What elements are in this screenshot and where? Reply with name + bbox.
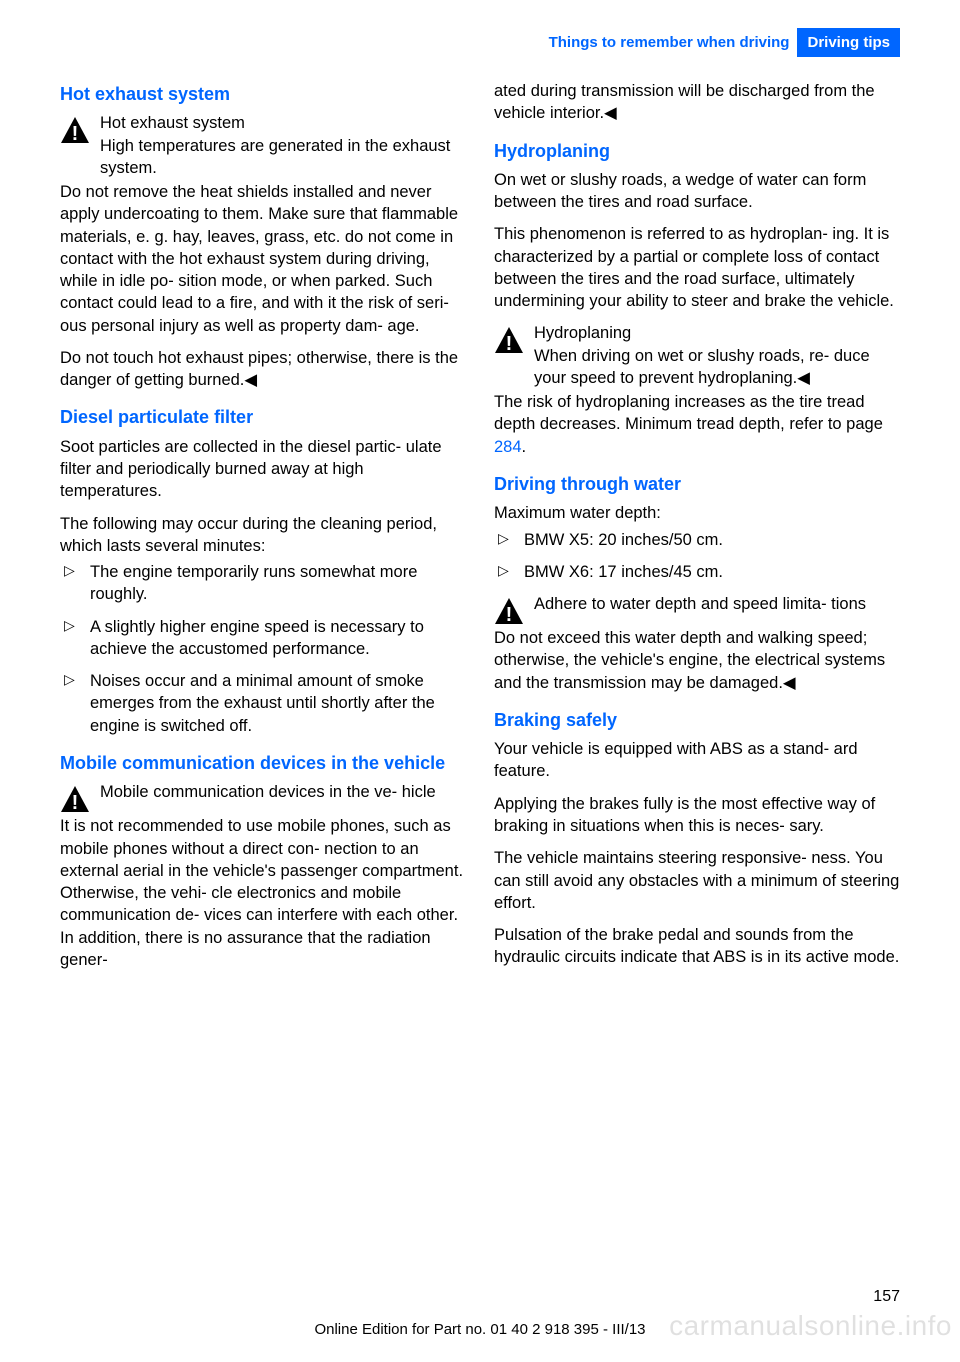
list-item: BMW X5: 20 inches/50 cm. [494,529,900,551]
watermark: carmanualsonline.info [669,1310,952,1342]
heading-water: Driving through water [494,472,900,496]
page-link[interactable]: 284 [494,438,522,456]
warning-mobile: ! Mobile communication devices in the ve… [60,781,466,813]
heading-diesel: Diesel particulate filter [60,405,466,429]
warning-hot-exhaust: ! Hot exhaust system High temperatures a… [60,112,466,179]
warning-text: Hot exhaust system High temperatures are… [100,112,466,179]
warning-text: Adhere to water depth and speed limita‐ … [534,593,900,615]
list-item: Noises occur and a minimal amount of smo… [60,670,466,737]
paragraph: The following may occur during the clean… [60,513,466,558]
svg-text:!: ! [506,333,513,354]
warning-title: Hydroplaning [534,324,631,342]
paragraph: Your vehicle is equipped with ABS as a s… [494,738,900,783]
heading-hydroplaning: Hydroplaning [494,139,900,163]
list-item: The engine temporarily runs somewhat mor… [60,561,466,606]
paragraph: Do not touch hot exhaust pipes; otherwis… [60,347,466,392]
page-content: Hot exhaust system ! Hot exhaust system … [60,80,900,1282]
header-section: Things to remember when driving [549,34,798,51]
paragraph: Maximum water depth: [494,502,900,524]
warning-body: When driving on wet or slushy roads, re‐… [534,347,870,387]
paragraph: On wet or slushy roads, a wedge of water… [494,169,900,214]
paragraph: The vehicle maintains steering responsiv… [494,847,900,914]
paragraph: ated during transmission will be dischar… [494,80,900,125]
paragraph: Applying the brakes fully is the most ef… [494,793,900,838]
warning-text: Hydroplaning When driving on wet or slus… [534,322,900,389]
warning-icon: ! [60,785,90,813]
warning-water: ! Adhere to water depth and speed limita… [494,593,900,625]
paragraph: Do not exceed this water depth and walki… [494,627,900,694]
svg-text:!: ! [506,604,513,625]
page-header: Things to remember when driving Driving … [549,28,900,57]
bullet-list: The engine temporarily runs somewhat mor… [60,561,466,737]
svg-text:!: ! [72,123,79,144]
paragraph: Soot particles are collected in the dies… [60,436,466,503]
heading-braking: Braking safely [494,708,900,732]
header-chapter: Driving tips [797,28,900,57]
bullet-list: BMW X5: 20 inches/50 cm. BMW X6: 17 inch… [494,529,900,584]
paragraph: This phenomenon is referred to as hydrop… [494,223,900,312]
heading-mobile: Mobile communication devices in the vehi… [60,751,466,775]
heading-hot-exhaust: Hot exhaust system [60,82,466,106]
paragraph: Pulsation of the brake pedal and sounds … [494,924,900,969]
warning-hydroplaning: ! Hydroplaning When driving on wet or sl… [494,322,900,389]
warning-body: High temperatures are generated in the e… [100,137,450,177]
warning-icon: ! [494,597,524,625]
warning-title: Hot exhaust system [100,114,245,132]
paragraph: The risk of hydroplaning increases as th… [494,391,900,458]
text: The risk of hydroplaning increases as th… [494,393,883,433]
warning-icon: ! [494,326,524,354]
paragraph: Do not remove the heat shields installed… [60,181,466,337]
warning-text: Mobile communication devices in the ve‐ … [100,781,466,803]
svg-text:!: ! [72,792,79,813]
list-item: A slightly higher engine speed is necess… [60,616,466,661]
page-number: 157 [873,1288,900,1306]
list-item: BMW X6: 17 inches/45 cm. [494,561,900,583]
warning-icon: ! [60,116,90,144]
paragraph: It is not recommended to use mobile phon… [60,815,466,971]
text: . [522,438,527,456]
